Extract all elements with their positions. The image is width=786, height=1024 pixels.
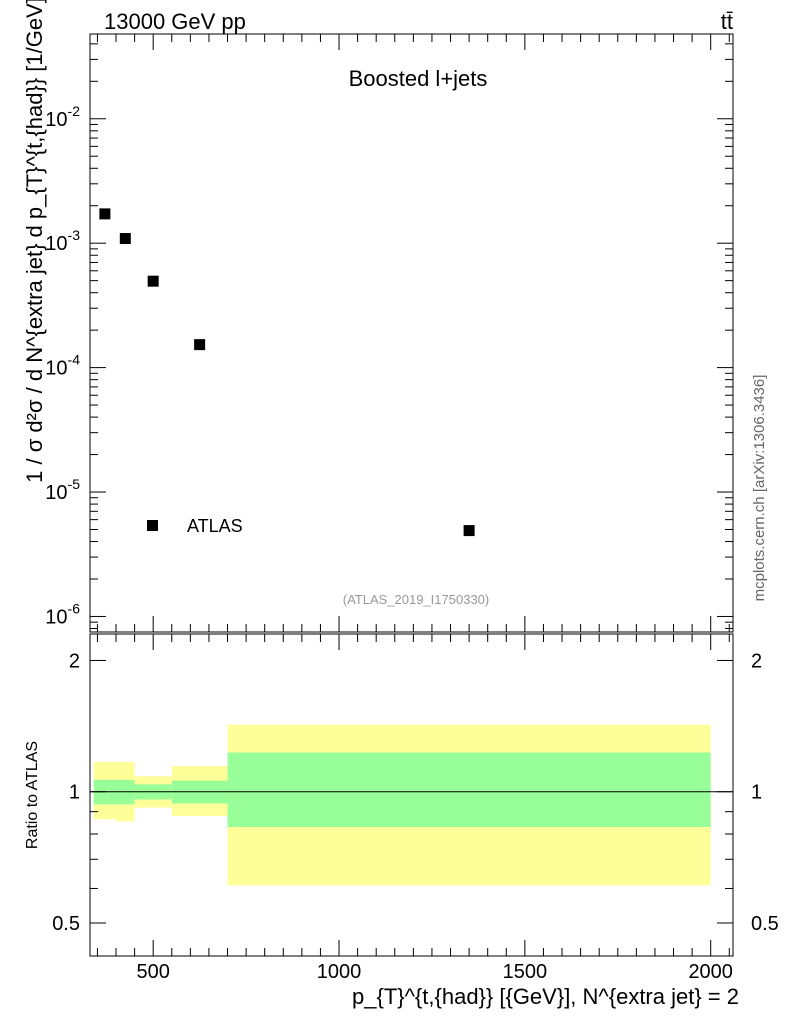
y-tick-label: 10-6 bbox=[45, 600, 80, 628]
ratio-y-tick-label-left: 1 bbox=[69, 782, 80, 804]
ratio-y-axis-label: Ratio to ATLAS bbox=[24, 741, 41, 849]
main-plot-y-tick-labels: 10-2 10-3 10-4 10-5 10-6 bbox=[45, 103, 80, 629]
ratio-plot-ticks bbox=[90, 634, 733, 956]
plot-title: Boosted l+jets bbox=[349, 66, 488, 91]
process-label: tt̄ bbox=[721, 9, 733, 34]
main-plot-data-points bbox=[99, 208, 475, 537]
x-tick-labels: 500 1000 1500 2000 bbox=[136, 961, 732, 983]
ratio-plot-frame bbox=[89, 633, 734, 957]
y-tick-label: 10-2 bbox=[45, 103, 80, 131]
watermark-label: mcplots.cern.ch [arXiv:1306.3436] bbox=[751, 375, 768, 602]
y-tick-label: 10-4 bbox=[45, 352, 80, 380]
legend-marker bbox=[147, 520, 158, 531]
data-point bbox=[147, 275, 159, 287]
data-point bbox=[463, 525, 475, 537]
ratio-uncertainty-bands bbox=[93, 724, 711, 886]
main-plot-y-axis-label: 1 / σ d²σ / d N^{extra jet} d p_{T}^{t,{… bbox=[22, 0, 47, 483]
main-plot-panel: 10-2 10-3 10-4 10-5 10-6 Boosted l+jets ATLA… bbox=[22, 0, 768, 633]
y-tick-label: 10-3 bbox=[45, 227, 80, 255]
x-tick-label: 500 bbox=[136, 961, 169, 983]
main-plot-ticks bbox=[90, 34, 733, 632]
ratio-y-tick-label-right: 2 bbox=[751, 650, 762, 672]
x-tick-label: 2000 bbox=[688, 961, 733, 983]
data-point bbox=[99, 208, 111, 220]
analysis-label: (ATLAS_2019_I1750330) bbox=[343, 592, 489, 607]
data-point bbox=[119, 233, 131, 245]
x-axis-label: p_{T}^{t,{had}} [{GeV}], N^{extra jet} =… bbox=[352, 984, 739, 1009]
ratio-y-tick-label-right: 0.5 bbox=[751, 913, 779, 935]
ratio-y-tick-label-right: 1 bbox=[751, 782, 762, 804]
data-point bbox=[194, 339, 206, 351]
legend-label: ATLAS bbox=[187, 516, 243, 536]
ratio-y-tick-label-left: 0.5 bbox=[52, 913, 80, 935]
x-tick-label: 1000 bbox=[317, 961, 362, 983]
green-band bbox=[227, 752, 711, 828]
x-tick-label: 1500 bbox=[503, 961, 548, 983]
ratio-y-tick-label-left: 2 bbox=[69, 650, 80, 672]
y-tick-label: 10-5 bbox=[45, 476, 80, 504]
ratio-plot-panel: 0.5 0.5 1 1 2 2 500 1000 1500 2000 Ratio to ATLA… bbox=[24, 633, 779, 1009]
energy-label: 13000 GeV pp bbox=[104, 9, 246, 34]
ratio-y-tick-labels: 0.5 0.5 1 1 2 2 bbox=[52, 650, 779, 935]
main-plot-frame bbox=[89, 33, 734, 633]
